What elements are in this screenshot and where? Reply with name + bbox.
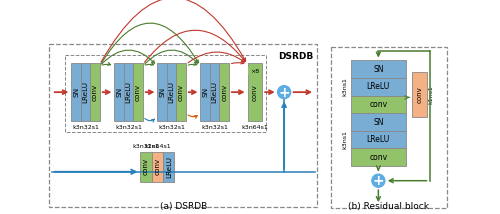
Circle shape [278, 86, 290, 99]
Text: k1ns1: k1ns1 [428, 85, 434, 104]
Text: conv: conv [252, 84, 258, 101]
Text: conv: conv [417, 86, 423, 103]
Bar [412, 72, 427, 117]
Text: conv: conv [221, 84, 227, 101]
Text: (a) DSRDB: (a) DSRDB [160, 202, 207, 211]
Text: LReLU: LReLU [366, 82, 390, 91]
FancyBboxPatch shape [50, 44, 318, 207]
Text: +: + [372, 174, 384, 188]
Bar [210, 63, 220, 121]
Bar [220, 63, 229, 121]
Text: k1n64s1: k1n64s1 [144, 144, 171, 149]
Text: k3n32s1: k3n32s1 [72, 125, 99, 131]
Text: k3n32s1: k3n32s1 [132, 144, 160, 149]
Bar [350, 78, 406, 96]
Bar [114, 63, 124, 121]
Text: ×8: ×8 [250, 68, 260, 74]
Text: DSRDB: DSRDB [278, 52, 314, 61]
Text: LReLU: LReLU [82, 81, 88, 103]
Text: SN: SN [116, 87, 122, 97]
Bar [163, 152, 174, 181]
Text: k3ns1: k3ns1 [342, 77, 347, 96]
Bar [200, 63, 210, 121]
Text: SN: SN [373, 65, 384, 74]
Bar [167, 63, 176, 121]
Circle shape [372, 174, 385, 187]
Bar [350, 149, 406, 166]
Text: k3n32s1: k3n32s1 [158, 125, 185, 131]
Bar [350, 61, 406, 78]
Text: k3n64s1: k3n64s1 [242, 125, 268, 131]
Text: conv: conv [154, 158, 160, 175]
Bar [72, 63, 81, 121]
Bar [176, 63, 186, 121]
Bar [248, 63, 262, 121]
Bar [134, 63, 143, 121]
Text: k3n32s1: k3n32s1 [201, 125, 228, 131]
Text: k3n32s1: k3n32s1 [115, 125, 142, 131]
Text: k3ns1: k3ns1 [342, 130, 347, 149]
Text: conv: conv [370, 100, 388, 109]
Text: conv: conv [370, 153, 388, 162]
Text: conv: conv [143, 158, 149, 175]
Text: SN: SN [159, 87, 165, 97]
Bar [158, 63, 167, 121]
Text: +: + [278, 86, 290, 100]
Bar [90, 63, 100, 121]
Text: SN: SN [373, 117, 384, 126]
Text: conv: conv [178, 84, 184, 101]
Text: LReLU: LReLU [212, 81, 218, 103]
Bar [140, 152, 151, 181]
Bar [350, 96, 406, 113]
Text: conv: conv [135, 84, 141, 101]
Text: LReLU: LReLU [168, 81, 174, 103]
Bar [350, 131, 406, 149]
Text: LReLU: LReLU [366, 135, 390, 144]
Text: SN: SN [202, 87, 208, 97]
Text: SN: SN [73, 87, 79, 97]
Bar [81, 63, 90, 121]
FancyBboxPatch shape [331, 47, 446, 208]
Text: LReLU: LReLU [126, 81, 132, 103]
Bar [350, 113, 406, 131]
Text: (b) Residual block: (b) Residual block [348, 202, 430, 211]
Bar [124, 63, 134, 121]
Bar [152, 152, 163, 181]
Text: conv: conv [92, 84, 98, 101]
Text: LReLU: LReLU [166, 156, 172, 178]
